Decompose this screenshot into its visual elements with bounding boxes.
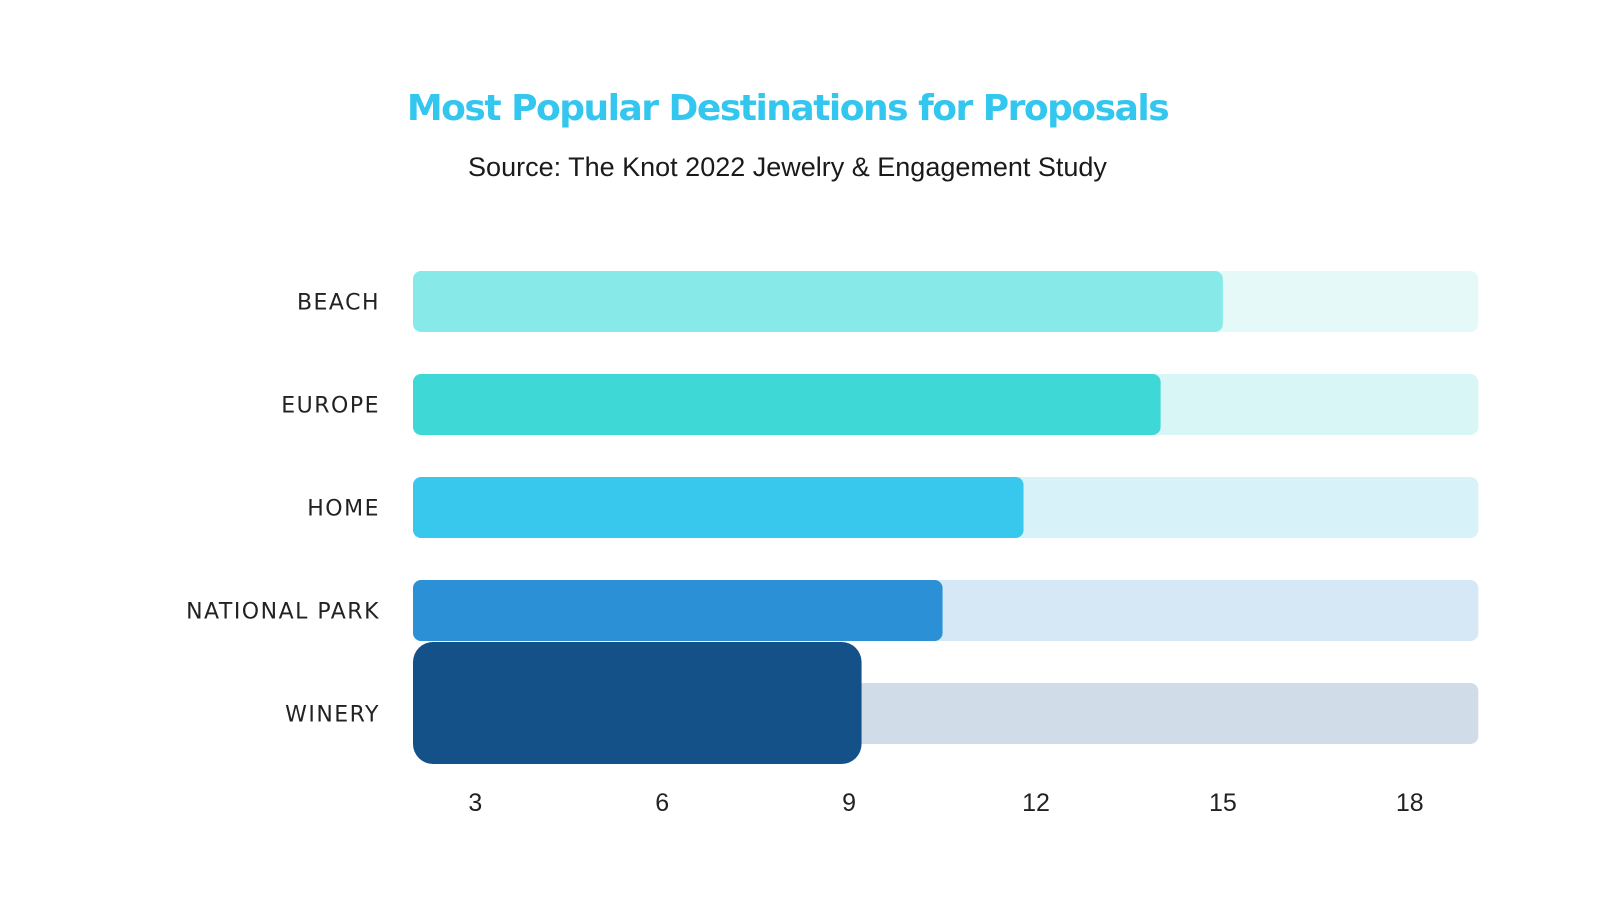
bar-national-park bbox=[413, 580, 943, 641]
x-tick-label: 18 bbox=[1396, 789, 1424, 817]
category-label-national-park: NATIONAL PARK bbox=[186, 600, 380, 625]
x-tick-label: 12 bbox=[1022, 789, 1050, 817]
category-label-beach: BEACH bbox=[297, 291, 380, 316]
chart-subtitle: Source: The Knot 2022 Jewelry & Engageme… bbox=[468, 152, 1107, 182]
category-label-home: HOME bbox=[307, 497, 380, 522]
chart-title: Most Popular Destinations for Proposals bbox=[406, 88, 1170, 129]
x-tick-label: 9 bbox=[842, 789, 856, 817]
bar-home bbox=[413, 477, 1024, 538]
bar-winery bbox=[413, 642, 862, 764]
bar-beach bbox=[413, 271, 1223, 332]
category-label-europe: EUROPE bbox=[281, 394, 380, 419]
x-tick-label: 6 bbox=[655, 789, 669, 817]
x-tick-label: 3 bbox=[468, 789, 482, 817]
category-label-winery: WINERY bbox=[285, 703, 380, 728]
bar-europe bbox=[413, 374, 1161, 435]
x-tick-label: 15 bbox=[1209, 789, 1237, 817]
